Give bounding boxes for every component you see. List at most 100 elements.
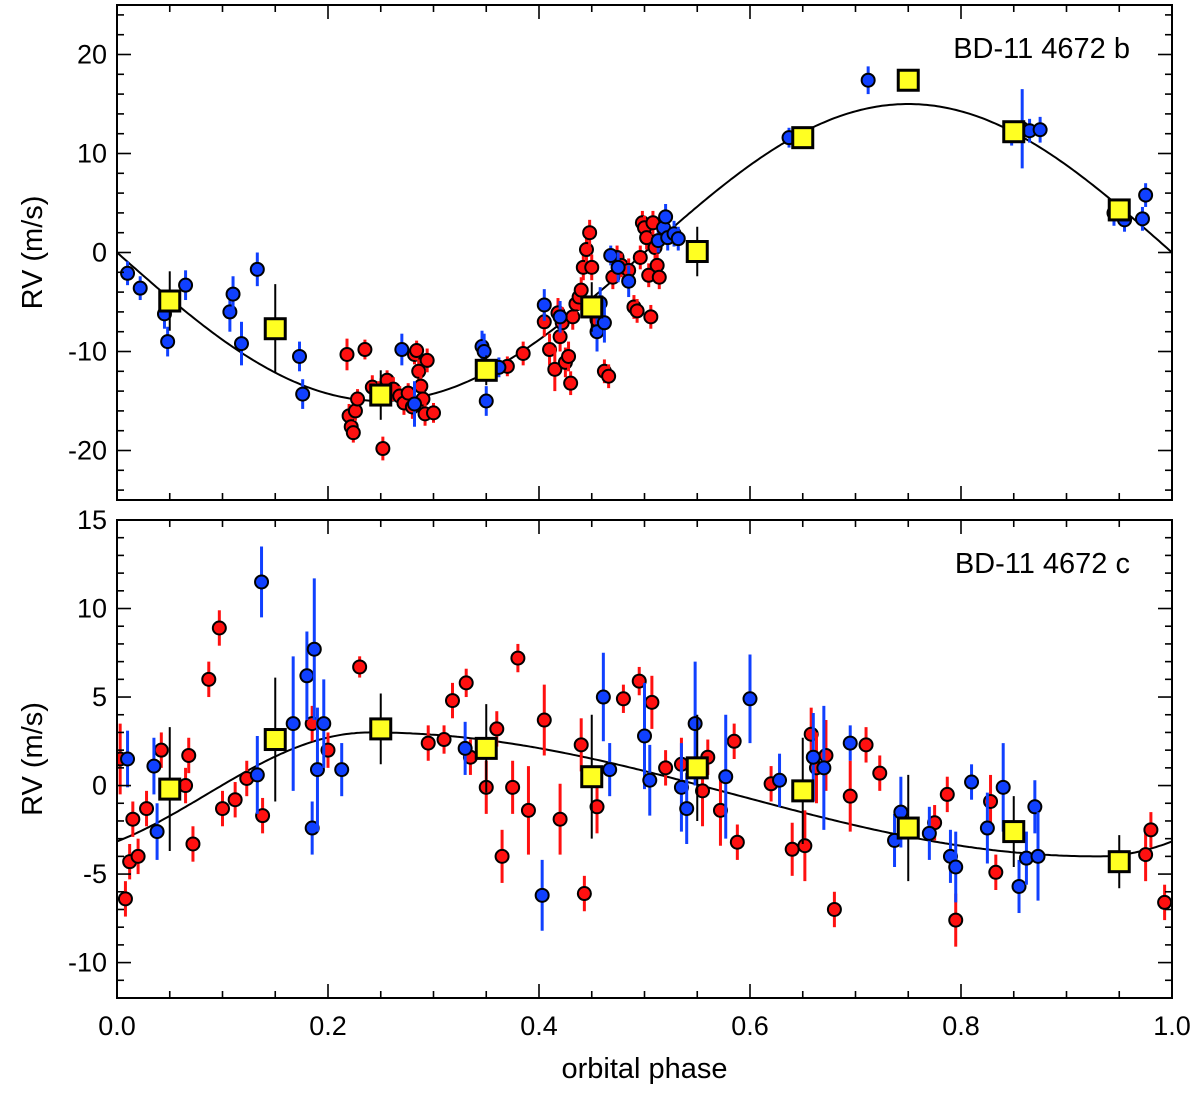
binned-point bbox=[369, 383, 393, 407]
blue-point bbox=[534, 887, 550, 903]
x-tick-label: 0.6 bbox=[731, 1011, 769, 1041]
binned-point bbox=[263, 317, 287, 341]
red-point bbox=[939, 786, 955, 802]
y-axis-label-top: RV (m/s) bbox=[17, 196, 49, 310]
red-point bbox=[1143, 822, 1159, 838]
red-point bbox=[201, 671, 217, 687]
red-point bbox=[426, 405, 441, 421]
red-point bbox=[345, 425, 361, 441]
x-tick-label: 0.4 bbox=[520, 1011, 558, 1041]
panel-bottom-bd-11-4672-c: -10 -5 0 5 10 15 0.0 0.2 0.4 0.6 0.8 1.0 BD-11 4672… bbox=[17, 505, 1191, 1085]
x-axis-label: orbital phase bbox=[561, 1053, 727, 1085]
red-point bbox=[181, 747, 197, 763]
blue-point bbox=[536, 297, 552, 313]
y-tick-label: 15 bbox=[77, 505, 107, 535]
binned-point bbox=[369, 717, 393, 741]
blue-point bbox=[407, 396, 423, 412]
y-tick-label: -10 bbox=[68, 948, 107, 978]
blue-point bbox=[679, 801, 695, 817]
binned-point bbox=[263, 728, 287, 752]
blue-point bbox=[295, 386, 311, 402]
blue-point bbox=[457, 740, 473, 756]
red-point bbox=[505, 779, 521, 795]
red-point bbox=[563, 375, 579, 391]
blue-point bbox=[120, 751, 136, 767]
blue-point bbox=[478, 393, 494, 409]
blue-point bbox=[995, 779, 1011, 795]
red-point bbox=[797, 838, 813, 854]
red-point bbox=[215, 801, 230, 817]
red-point bbox=[651, 269, 667, 285]
binned-point bbox=[1107, 198, 1131, 222]
x-tick-label: 0.2 bbox=[309, 1011, 347, 1041]
binned-point bbox=[896, 68, 920, 92]
red-point bbox=[578, 242, 594, 258]
blue-point bbox=[772, 772, 788, 788]
red-point bbox=[858, 737, 874, 753]
red-point bbox=[489, 721, 505, 737]
binned-point bbox=[1107, 850, 1131, 874]
blue-point bbox=[964, 774, 980, 790]
red-point bbox=[561, 348, 577, 364]
blue-point bbox=[948, 859, 964, 875]
panel-title-bottom: BD-11 4672 c bbox=[955, 548, 1130, 580]
red-point bbox=[547, 361, 563, 377]
blue-point bbox=[658, 209, 674, 225]
blue-point bbox=[178, 277, 194, 293]
red-point bbox=[413, 378, 429, 394]
red-point bbox=[130, 848, 146, 864]
red-point bbox=[573, 282, 589, 298]
blue-point bbox=[687, 716, 703, 732]
red-point bbox=[826, 901, 842, 917]
blue-point bbox=[805, 749, 821, 765]
red-point bbox=[631, 673, 647, 689]
binned-point bbox=[685, 240, 709, 264]
blue-point bbox=[552, 309, 568, 325]
red-point bbox=[726, 733, 742, 749]
y-axis-label-bottom: RV (m/s) bbox=[17, 702, 49, 816]
binned-point bbox=[580, 765, 604, 789]
binned-point bbox=[580, 295, 604, 319]
blue-point bbox=[1032, 122, 1048, 138]
blue-point bbox=[1027, 799, 1043, 815]
x-tick-label: 1.0 bbox=[1153, 1011, 1191, 1041]
red-point bbox=[255, 808, 271, 824]
red-point bbox=[584, 259, 600, 275]
blue-point bbox=[1134, 211, 1150, 227]
binned-point bbox=[158, 289, 182, 313]
red-point bbox=[589, 799, 605, 815]
blue-point bbox=[1138, 187, 1154, 203]
binned-point bbox=[791, 126, 815, 150]
x-tick-label: 0.8 bbox=[942, 1011, 980, 1041]
blue-point bbox=[309, 762, 325, 778]
red-point bbox=[629, 303, 645, 319]
y-tick-label: -20 bbox=[68, 436, 107, 466]
blue-point bbox=[742, 691, 758, 707]
blue-point bbox=[921, 825, 937, 841]
blue-point bbox=[249, 767, 265, 783]
red-point bbox=[352, 659, 368, 675]
red-point bbox=[818, 747, 834, 763]
binned-point bbox=[1002, 120, 1026, 144]
blue-point bbox=[254, 574, 270, 590]
red-point bbox=[520, 802, 536, 818]
red-point bbox=[632, 249, 648, 265]
binned-point bbox=[474, 358, 498, 382]
blue-point bbox=[249, 261, 265, 277]
x-tick-label: 0.0 bbox=[98, 1011, 136, 1041]
red-point bbox=[185, 836, 201, 852]
red-point bbox=[350, 391, 366, 407]
y-tick-label: -5 bbox=[83, 859, 107, 889]
blue-point bbox=[718, 769, 734, 785]
blue-point bbox=[816, 760, 832, 776]
red-point bbox=[227, 792, 243, 808]
blue-point bbox=[595, 689, 611, 705]
red-point bbox=[347, 403, 363, 419]
blue-point bbox=[299, 668, 315, 684]
blue-point bbox=[610, 259, 626, 275]
y-tick-label: 10 bbox=[77, 139, 107, 169]
red-point bbox=[582, 225, 598, 241]
red-point bbox=[375, 441, 391, 457]
blue-point bbox=[225, 286, 241, 302]
red-point bbox=[643, 309, 659, 325]
